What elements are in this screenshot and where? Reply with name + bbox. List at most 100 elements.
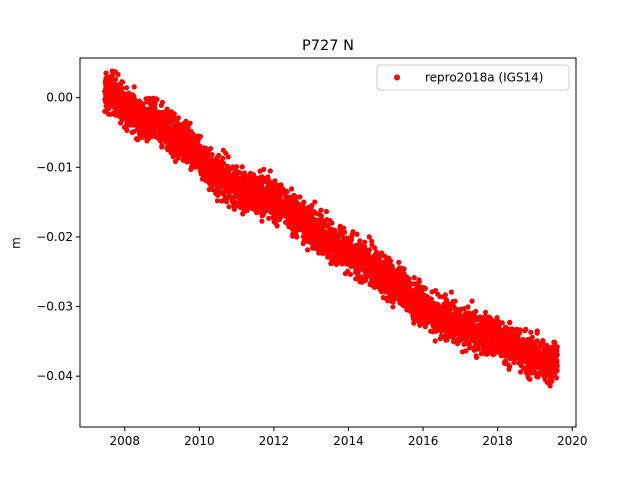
data-point [483, 315, 489, 322]
data-point [401, 266, 407, 272]
data-point [114, 108, 120, 114]
data-point [387, 258, 394, 264]
data-point [396, 259, 402, 265]
data-point [354, 231, 360, 237]
data-point [102, 88, 108, 94]
data-point [421, 297, 427, 303]
data-point [372, 245, 378, 251]
data-point [416, 279, 422, 285]
data-point [542, 374, 548, 380]
data-point [259, 218, 265, 224]
x-tick-label: 2018 [482, 434, 513, 448]
data-point [366, 247, 372, 253]
data-point [175, 135, 181, 141]
data-point [267, 168, 273, 174]
data-point [258, 183, 265, 189]
data-point [327, 217, 333, 224]
data-point [370, 266, 376, 272]
y-tick-label: −0.02 [36, 230, 73, 244]
data-point [286, 213, 292, 219]
data-point [551, 362, 558, 368]
data-point [107, 93, 113, 99]
data-point [124, 109, 130, 115]
data-point [114, 88, 120, 94]
data-point [233, 164, 240, 170]
data-point [343, 235, 350, 241]
data-point [188, 129, 194, 135]
data-point [532, 363, 538, 369]
data-point [432, 302, 438, 309]
data-point [342, 246, 349, 252]
data-point [113, 95, 119, 101]
data-point [247, 179, 253, 185]
data-point [395, 267, 401, 273]
data-point [331, 236, 337, 242]
x-tick-label: 2016 [408, 434, 439, 448]
data-point [404, 281, 410, 287]
data-point [103, 75, 109, 81]
data-point [181, 134, 187, 140]
data-point [511, 360, 517, 366]
data-point [433, 323, 439, 329]
data-point [137, 134, 143, 141]
y-axis-label: m [9, 237, 23, 249]
data-point [164, 106, 170, 112]
data-point [325, 244, 331, 250]
data-point [276, 193, 282, 200]
data-point [473, 308, 479, 315]
data-point [443, 297, 449, 303]
data-point [171, 131, 177, 138]
data-point [129, 129, 135, 135]
data-point [544, 342, 550, 348]
data-point [242, 206, 248, 212]
data-point [120, 79, 126, 85]
data-point [528, 339, 534, 345]
data-point [532, 341, 538, 347]
data-point [404, 301, 410, 307]
data-point [527, 376, 533, 382]
x-tick-label: 2012 [259, 434, 290, 448]
data-point [168, 109, 175, 115]
data-point [466, 342, 472, 348]
data-point [124, 127, 130, 133]
data-point [108, 74, 114, 80]
legend: repro2018a (IGS14) [376, 64, 570, 91]
data-point [321, 228, 327, 234]
data-point [158, 117, 164, 123]
data-point [465, 327, 471, 333]
y-tick-label: 0.00 [46, 91, 73, 105]
data-point [297, 217, 303, 223]
data-point [264, 187, 270, 194]
data-point [282, 202, 288, 209]
data-point [347, 271, 353, 277]
data-point [241, 189, 247, 195]
data-point [226, 204, 232, 210]
data-point [130, 112, 137, 118]
data-point [225, 154, 231, 160]
data-point [362, 239, 368, 245]
data-point [483, 331, 489, 338]
data-point [554, 352, 560, 358]
data-point [260, 212, 266, 218]
data-point [136, 98, 143, 104]
data-point [387, 293, 394, 300]
data-point [305, 247, 311, 253]
data-point [499, 320, 505, 326]
data-point [511, 355, 517, 361]
data-point [135, 116, 141, 122]
data-point [328, 260, 334, 267]
data-point [534, 374, 540, 380]
data-point [170, 117, 176, 123]
legend-marker [394, 74, 400, 81]
data-point [348, 235, 354, 241]
data-point [389, 265, 395, 271]
data-point [522, 346, 528, 352]
x-tick-label: 2010 [184, 434, 215, 448]
data-point [471, 347, 477, 353]
data-point [456, 308, 462, 315]
data-point [105, 101, 111, 107]
data-point [416, 315, 422, 321]
data-point [283, 189, 289, 195]
data-point [209, 152, 215, 158]
